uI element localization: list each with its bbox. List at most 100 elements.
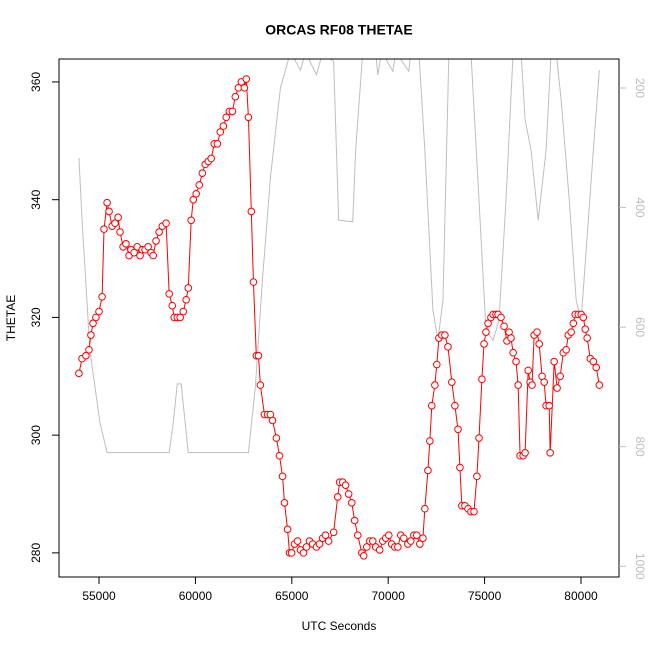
data-point <box>514 381 522 389</box>
x-tick-label: 70000 <box>372 589 406 603</box>
data-point <box>293 537 302 545</box>
y-tick-label: 300 <box>29 425 43 445</box>
data-point <box>321 531 330 540</box>
data-point <box>581 325 590 333</box>
data-point <box>111 219 119 228</box>
data-point <box>89 319 97 328</box>
data-point <box>344 490 353 498</box>
data-point <box>475 434 483 442</box>
data-point <box>540 378 548 386</box>
data-point <box>247 207 256 216</box>
data-point <box>553 384 561 392</box>
data-point <box>216 128 225 136</box>
data-point <box>550 357 559 366</box>
data-point <box>500 322 508 331</box>
data-point <box>347 499 356 507</box>
data-point <box>100 225 108 233</box>
data-point <box>105 207 113 216</box>
data-point <box>470 507 478 516</box>
plot-area <box>75 59 604 560</box>
data-point <box>484 319 492 328</box>
x-tick-label: 55000 <box>82 589 116 603</box>
data-point <box>287 549 296 557</box>
data-point <box>456 463 464 472</box>
data-point <box>278 472 287 481</box>
data-point <box>533 328 541 336</box>
data-point <box>480 340 488 348</box>
x-tick-label: 60000 <box>179 589 213 603</box>
data-point <box>213 139 222 148</box>
y2-tick-label: 400 <box>633 198 647 218</box>
data-point <box>98 293 106 301</box>
data-point <box>155 228 163 236</box>
data-point <box>184 284 193 292</box>
data-point <box>394 543 402 551</box>
data-point <box>333 493 342 501</box>
data-point <box>478 375 486 384</box>
data-point <box>416 540 424 548</box>
data-point <box>592 363 601 372</box>
data-point <box>583 334 591 342</box>
data-point <box>441 331 449 339</box>
data-point <box>444 343 452 351</box>
data-point <box>473 472 481 481</box>
data-point <box>431 381 439 389</box>
data-point <box>168 301 177 310</box>
data-point <box>256 381 265 389</box>
data-point <box>75 369 83 378</box>
data-point <box>95 307 103 316</box>
plot-frame <box>58 58 620 578</box>
data-point <box>497 313 505 322</box>
data-point <box>432 360 441 369</box>
data-point <box>595 381 604 389</box>
data-point <box>427 401 436 410</box>
x-tick-label: 65000 <box>275 589 309 603</box>
y2-tick-label: 800 <box>633 437 647 457</box>
data-point <box>268 416 277 425</box>
data-point <box>569 319 578 328</box>
data-point <box>353 531 362 540</box>
data-point <box>85 345 93 354</box>
data-point <box>406 537 415 545</box>
data-point <box>546 448 554 457</box>
data-point <box>448 378 456 386</box>
data-point <box>363 543 371 551</box>
data-point <box>116 228 124 236</box>
y2-tick-label: 200 <box>633 78 647 98</box>
data-point <box>424 466 432 475</box>
data-point <box>512 357 520 366</box>
data-point <box>299 549 308 557</box>
data-point <box>509 348 517 357</box>
data-point <box>412 531 421 540</box>
data-point <box>507 334 515 342</box>
data-point <box>521 448 529 457</box>
data-point <box>315 540 324 548</box>
data-point <box>589 357 598 366</box>
data-point <box>162 219 170 228</box>
data-point <box>482 328 490 336</box>
data-point <box>556 372 564 381</box>
data-point <box>302 543 311 551</box>
data-point <box>165 290 173 298</box>
data-point <box>152 237 160 245</box>
x-axis-label: UTC Seconds <box>302 619 377 633</box>
data-point <box>87 331 95 339</box>
x-tick-label: 80000 <box>564 589 598 603</box>
data-point <box>400 534 408 542</box>
data-point <box>195 181 204 189</box>
data-point <box>82 351 90 360</box>
data-point <box>92 313 100 322</box>
data-point <box>249 278 258 286</box>
data-point <box>359 552 368 560</box>
data-point <box>426 437 434 445</box>
data-point <box>179 307 188 316</box>
data-point <box>103 198 111 207</box>
y-tick-label: 280 <box>29 543 43 563</box>
series-line <box>78 59 600 454</box>
data-point <box>350 516 359 525</box>
data-point <box>579 313 588 322</box>
data-point <box>324 537 333 545</box>
data-point <box>240 84 249 92</box>
data-point <box>451 401 459 410</box>
